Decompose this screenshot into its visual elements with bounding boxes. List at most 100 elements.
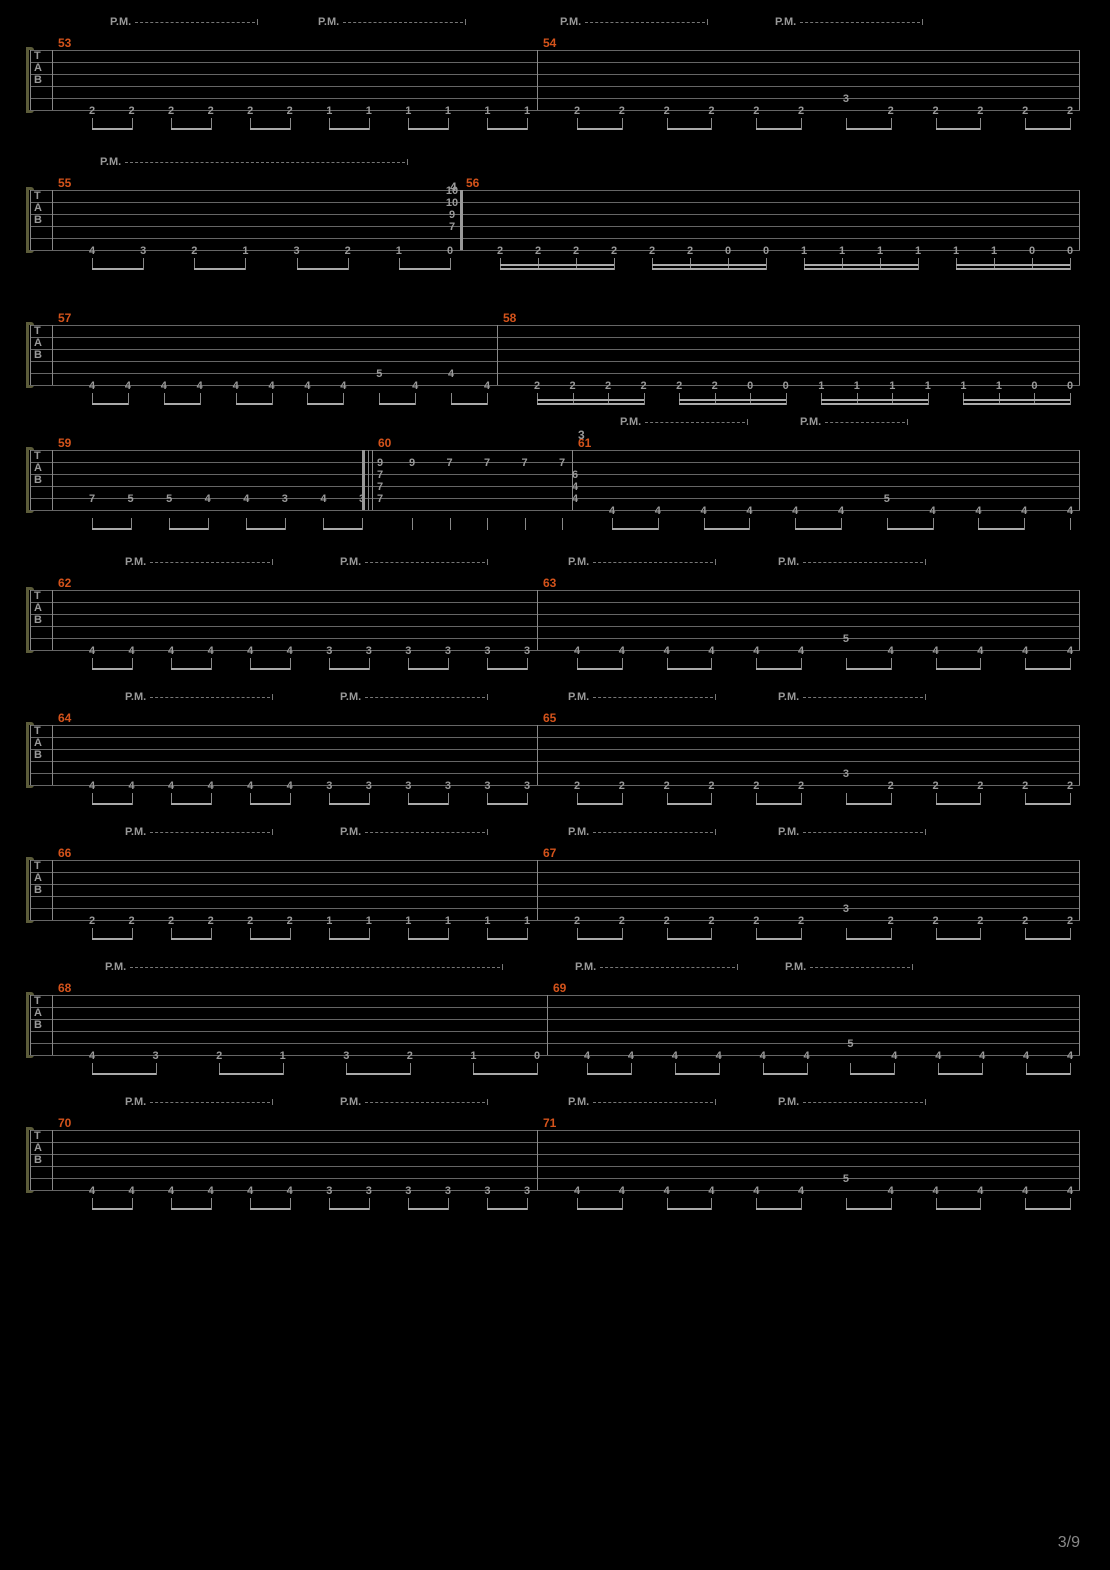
beam (92, 1073, 156, 1075)
barline (1079, 325, 1080, 385)
note-stem (132, 118, 133, 130)
fret-number: 4 (247, 1185, 253, 1197)
fret-number: 0 (747, 380, 753, 392)
fret-number: 4 (412, 380, 418, 392)
fret-number: 2 (534, 380, 540, 392)
staff-line (30, 202, 1080, 203)
beam (846, 1208, 891, 1210)
pm-label: P.M. (568, 1096, 589, 1108)
palm-mute-marker: P.M. (800, 416, 908, 428)
fret-number: 2 (664, 105, 670, 117)
tab-staff (30, 325, 1080, 385)
fret-number: 3 (445, 1185, 451, 1197)
staff-line (30, 250, 1080, 251)
pm-dash (803, 561, 923, 563)
barline (537, 50, 538, 110)
beam (323, 528, 362, 530)
note-stem (980, 1198, 981, 1210)
fret-number: 4 (975, 505, 981, 517)
pm-label: P.M. (125, 691, 146, 703)
beam (219, 1073, 283, 1075)
beam (500, 268, 614, 270)
fret-number: 2 (687, 245, 693, 257)
pm-label: P.M. (125, 826, 146, 838)
fret-number: 3 (405, 1185, 411, 1197)
fret-number: 5 (843, 1173, 849, 1185)
tab-staff (30, 590, 1080, 650)
beam (487, 1208, 527, 1210)
fret-number: 4 (792, 505, 798, 517)
beam (379, 403, 415, 405)
note-stem (622, 928, 623, 940)
pm-label: P.M. (800, 416, 821, 428)
bar-number: 66 (58, 846, 71, 860)
fret-number: 2 (287, 915, 293, 927)
fret-number: 5 (128, 493, 134, 505)
fret-number: 2 (1022, 780, 1028, 792)
beam (804, 264, 918, 266)
pm-dash (150, 561, 270, 563)
fret-number: 3 (366, 645, 372, 657)
staff-line (30, 1142, 1080, 1143)
fret-number: 0 (447, 245, 453, 257)
beam (756, 803, 801, 805)
note-stem (412, 518, 413, 530)
fret-number: 4 (753, 1185, 759, 1197)
fret-number: 1 (326, 915, 332, 927)
note-stem (1070, 118, 1071, 130)
fret-number: 2 (497, 245, 503, 257)
staff-line (30, 1190, 1080, 1191)
fret-number: 4 (891, 1050, 897, 1062)
pm-label: P.M. (568, 556, 589, 568)
beam (246, 528, 285, 530)
fret-number: 2 (798, 915, 804, 927)
pm-dash (365, 831, 485, 833)
fret-number: 3 (359, 493, 365, 505)
barline (30, 995, 31, 1055)
pm-label: P.M. (575, 961, 596, 973)
barline (460, 190, 463, 250)
barline (52, 725, 53, 785)
fret-number: 2 (208, 105, 214, 117)
fret-number: 4 (247, 780, 253, 792)
note-stem (132, 658, 133, 670)
fret-number: 2 (798, 780, 804, 792)
note-stem (487, 518, 488, 530)
beam (92, 403, 128, 405)
barline (497, 325, 498, 385)
beam (887, 528, 933, 530)
note-stem (143, 258, 144, 270)
beam (936, 938, 981, 940)
beam (846, 803, 891, 805)
note-stem (891, 928, 892, 940)
palm-mute-marker: P.M. (318, 16, 466, 28)
fret-number: 2 (932, 915, 938, 927)
pm-end (925, 1099, 926, 1105)
beam (537, 399, 644, 401)
pm-label: P.M. (778, 1096, 799, 1108)
staff-line (30, 614, 1080, 615)
staff-line (30, 349, 1080, 350)
note-stem (711, 658, 712, 670)
pm-end (922, 19, 923, 25)
note-stem (410, 1063, 411, 1075)
fret-number: 4 (304, 380, 310, 392)
note-stem (369, 118, 370, 130)
pm-end (747, 419, 748, 425)
beam (92, 128, 132, 130)
note-stem (208, 518, 209, 530)
beam (936, 668, 981, 670)
fret-number: 4 (619, 1185, 625, 1197)
tab-page: 3/9 TAB53P.M.P.M.22222211111154P.M.P.M.2… (0, 0, 1110, 1570)
beam (821, 399, 928, 401)
barline (30, 325, 31, 385)
note-stem (132, 1198, 133, 1210)
fret-number: 4 (701, 505, 707, 517)
fret-number: 1 (953, 245, 959, 257)
note-stem (527, 928, 528, 940)
note-stem (448, 118, 449, 130)
note-stem (211, 1198, 212, 1210)
fret-number: 1 (326, 105, 332, 117)
note-stem (918, 258, 919, 270)
fret-number: 4 (128, 1185, 134, 1197)
